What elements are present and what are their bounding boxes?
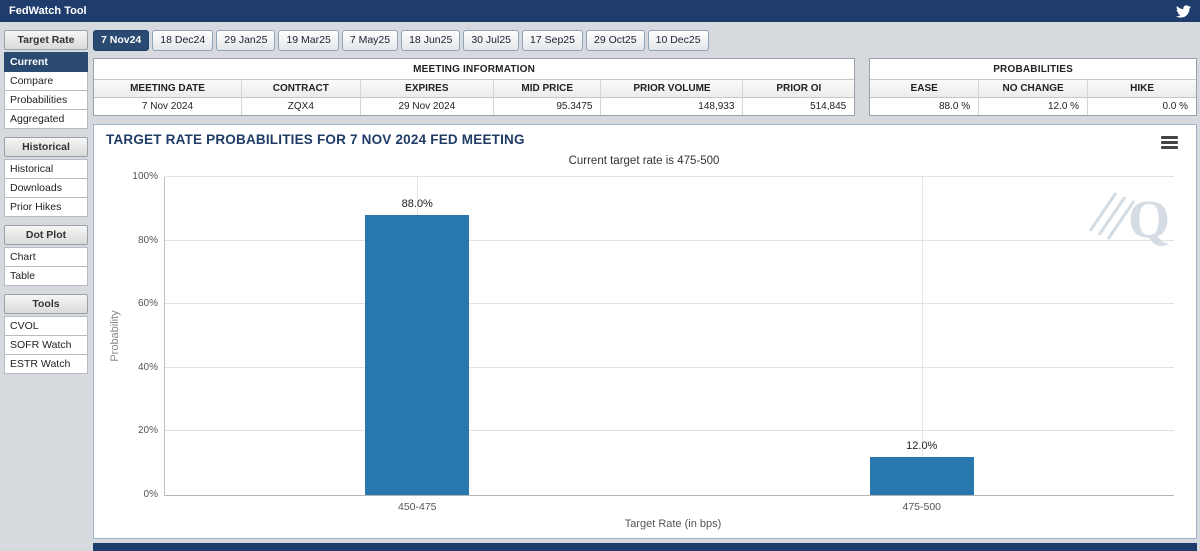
chart-panel: TARGET RATE PROBABILITIES FOR 7 NOV 2024…: [93, 124, 1197, 539]
bar-450-475[interactable]: [365, 215, 470, 495]
meeting-date-tabs: 7 Nov24 18 Dec24 29 Jan25 19 Mar25 7 May25 18…: [93, 30, 1197, 51]
meeting-header-prior-oi: PRIOR OI: [743, 80, 855, 98]
bar-value-label: 88.0%: [401, 198, 433, 211]
bar-value-label: 12.0%: [906, 439, 938, 452]
twitter-icon[interactable]: [1176, 4, 1191, 19]
tab-7-nov24[interactable]: 7 Nov24: [93, 30, 150, 51]
meeting-value-prior-volume: 148,933: [601, 98, 744, 115]
meeting-header-contract: CONTRACT: [241, 80, 361, 98]
tab-10-dec25[interactable]: 10 Dec25: [647, 30, 709, 51]
sidebar-item-estr-watch[interactable]: ESTR Watch: [4, 355, 88, 374]
meeting-header-mid-price: MID PRICE: [494, 80, 602, 98]
meeting-value-expires: 29 Nov 2024: [361, 98, 494, 115]
tab-19-mar25[interactable]: 19 Mar25: [278, 30, 339, 51]
y-tick-label: 100%: [132, 171, 158, 182]
meeting-value-contract: ZQX4: [242, 98, 361, 115]
main-area: 7 Nov24 18 Dec24 29 Jan25 19 Mar25 7 May25 18…: [93, 30, 1197, 551]
probability-header-ease: EASE: [870, 80, 980, 98]
y-axis-label: Probability: [109, 310, 121, 362]
app-header: FedWatch Tool: [0, 0, 1200, 22]
y-tick-label: 80%: [137, 234, 158, 246]
meeting-information-header-row: MEETING DATE CONTRACT EXPIRES MID PRICE PRIO…: [94, 80, 855, 98]
quikstrike-watermark-icon: Q: [1088, 189, 1168, 247]
y-tick-label: 0%: [143, 489, 158, 500]
sidebar-item-sofr-watch[interactable]: SOFR Watch: [4, 336, 88, 355]
sidebar-item-chart[interactable]: Chart: [4, 247, 88, 267]
chart-title: TARGET RATE PROBABILITIES FOR 7 NOV 2024…: [106, 132, 525, 147]
plot-area: Probability Q 0% 20% 40% 60% 80% 100% 88.0% 450…: [109, 172, 1174, 513]
sidebar: Target Rate Current Compare Probabilities Ag…: [4, 30, 88, 551]
sidebar-item-aggregated[interactable]: Aggregated: [4, 110, 88, 129]
meeting-information-title: MEETING INFORMATION: [94, 59, 855, 80]
probability-value-no-change: 12.0 %: [979, 98, 1089, 115]
sidebar-item-downloads[interactable]: Downloads: [4, 179, 88, 198]
meeting-value-prior-oi: 514,845: [810, 101, 847, 112]
probabilities-header-row: EASE NO CHANGE HIKE: [870, 80, 1197, 98]
summary-tables: MEETING INFORMATION MEETING DATE CONTRACT…: [93, 58, 1197, 116]
y-tick-label: 20%: [137, 425, 158, 437]
tab-18-jun25[interactable]: 18 Jun25: [401, 30, 461, 51]
probability-value-ease: 88.0 %: [870, 98, 980, 115]
probabilities-value-row: 88.0 % 12.0 % 0.0 %: [870, 98, 1196, 115]
sidebar-item-current[interactable]: Current: [4, 52, 88, 72]
tab-17-sep25[interactable]: 17 Sep25: [522, 30, 583, 51]
h-gridline: [165, 366, 1174, 368]
sidebar-section-tools[interactable]: Tools: [4, 294, 88, 314]
meeting-value-mid-price: 95.3475: [494, 98, 602, 115]
sidebar-section-target-rate[interactable]: Target Rate: [4, 30, 88, 50]
probabilities-title: PROBABILITIES: [870, 59, 1196, 80]
tab-29-jan25[interactable]: 29 Jan25: [216, 30, 276, 51]
probability-header-no-change: NO CHANGE: [979, 80, 1089, 98]
x-tick-label: 450-475: [397, 501, 437, 513]
v-gridline: [921, 177, 923, 495]
content: Target Rate Current Compare Probabilities Ag…: [0, 22, 1200, 551]
footer-bar: [93, 543, 1197, 551]
sidebar-item-historical[interactable]: Historical: [4, 159, 88, 179]
probabilities-table: PROBABILITIES EASE NO CHANGE HIKE 88.0 % 12…: [869, 58, 1197, 116]
tab-7-may25[interactable]: 7 May25: [341, 30, 399, 51]
h-gridline: [165, 303, 1174, 305]
meeting-header-prior-volume: PRIOR VOLUME: [601, 80, 744, 98]
y-tick-label: 60%: [137, 298, 158, 310]
sidebar-item-probabilities[interactable]: Probabilities: [4, 91, 88, 110]
sidebar-section-historical[interactable]: Historical: [4, 137, 88, 157]
tab-18-dec24[interactable]: 18 Dec24: [152, 30, 214, 51]
sidebar-item-cvol[interactable]: CVOL: [4, 316, 88, 336]
app-title: FedWatch Tool: [9, 5, 87, 17]
chart-header: TARGET RATE PROBABILITIES FOR 7 NOV 2024…: [106, 132, 1182, 153]
sidebar-section-dot-plot[interactable]: Dot Plot: [4, 225, 88, 245]
h-gridline: [165, 176, 1174, 177]
h-gridline: [165, 239, 1174, 241]
meeting-header-expires: EXPIRES: [360, 80, 494, 98]
tab-30-jul25[interactable]: 30 Jul25: [463, 30, 520, 51]
sidebar-item-prior-hikes[interactable]: Prior Hikes: [4, 198, 88, 217]
meeting-header-meeting-date: MEETING DATE: [94, 80, 242, 98]
probability-value-hike: 0.0 %: [1162, 101, 1189, 112]
h-gridline: [165, 430, 1174, 432]
x-tick-label: 475-500: [902, 501, 942, 513]
y-tick-label: 40%: [137, 361, 158, 373]
sidebar-item-compare[interactable]: Compare: [4, 72, 88, 91]
bar-475-500[interactable]: [869, 456, 974, 495]
tab-29-oct25[interactable]: 29 Oct25: [585, 30, 645, 51]
sidebar-item-table[interactable]: Table: [4, 267, 88, 286]
chart-subtitle: Current target rate is 475-500: [568, 155, 720, 167]
chart-menu-icon[interactable]: [1159, 132, 1180, 153]
meeting-value-meeting-date: 7 Nov 2024: [94, 98, 242, 115]
probability-header-hike: HIKE: [1088, 80, 1197, 98]
meeting-information-table: MEETING INFORMATION MEETING DATE CONTRACT…: [93, 58, 856, 116]
x-axis-label: Target Rate (in bps): [624, 518, 722, 530]
meeting-information-value-row: 7 Nov 2024 ZQX4 29 Nov 2024 95.3475 148,933 5…: [94, 98, 854, 115]
svg-text:Q: Q: [1128, 189, 1168, 247]
